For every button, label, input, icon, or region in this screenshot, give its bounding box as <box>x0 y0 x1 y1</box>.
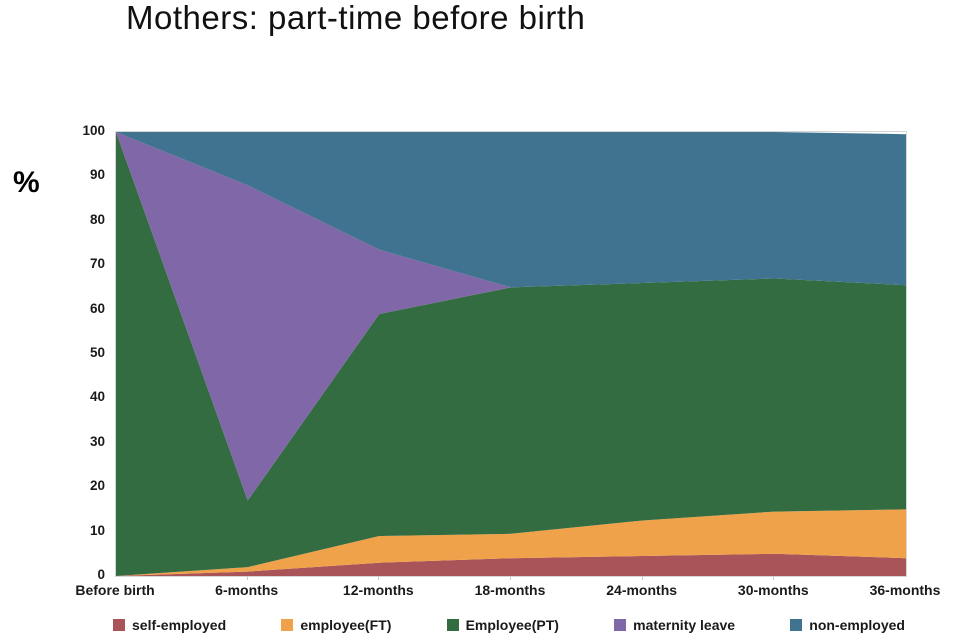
legend-label: employee(FT) <box>300 617 392 633</box>
legend-swatch-icon <box>614 619 627 631</box>
y-tick-label: 50 <box>89 345 105 360</box>
legend-swatch-icon <box>790 619 803 631</box>
y-tick-label: 70 <box>89 256 105 272</box>
legend-swatch-icon <box>113 619 125 631</box>
y-tick-label: 60 <box>89 300 105 316</box>
area-employee-pt- <box>116 132 906 576</box>
legend-label: non-employed <box>809 617 905 633</box>
x-tick-mark <box>378 576 380 580</box>
stacked-area-chart <box>116 132 906 576</box>
y-tick-label: 100 <box>82 123 105 138</box>
legend-item: Employee(PT) <box>446 617 559 633</box>
legend-label: maternity leave <box>633 617 736 633</box>
plot-area <box>115 131 907 577</box>
legend-swatch-icon <box>281 619 294 631</box>
y-tick-label: 90 <box>89 167 105 183</box>
legend-label: Employee(PT) <box>465 617 559 633</box>
area-maternity-leave <box>116 132 906 501</box>
x-tick-label: 30-months <box>737 582 809 598</box>
legend-item: maternity leave <box>614 617 735 633</box>
area-self-employed <box>116 553 906 576</box>
y-tick-label: 80 <box>89 211 105 227</box>
x-tick-label: 24-months <box>606 582 678 598</box>
x-tick-label: Before birth <box>75 582 155 598</box>
y-tick-label: 20 <box>89 478 105 494</box>
chart-title: Mothers: part-time before birth <box>126 0 586 36</box>
legend-label: self-employed <box>132 617 227 633</box>
x-tick-label: 12-months <box>342 582 414 598</box>
x-tick-mark <box>641 576 643 580</box>
x-tick-label: 6-months <box>215 582 279 598</box>
x-tick-label: 36-months <box>869 582 941 598</box>
x-tick-mark <box>773 576 775 580</box>
y-tick-label: 10 <box>89 522 105 538</box>
y-tick-label: 30 <box>89 433 105 449</box>
x-tick-mark <box>510 576 511 580</box>
y-tick-label: 40 <box>89 389 105 405</box>
x-tick-mark <box>246 576 248 580</box>
area-non-employed <box>116 132 906 288</box>
legend: self-employed employee(FT) Employee(PT) mat… <box>113 617 905 633</box>
y-axis-unit-label: % <box>13 166 40 199</box>
legend-item: non-employed <box>790 617 905 633</box>
x-tick-label: 18-months <box>474 582 546 598</box>
area-employee-ft- <box>116 509 906 576</box>
legend-item: self-employed <box>113 617 226 633</box>
legend-item: employee(FT) <box>281 617 391 633</box>
legend-swatch-icon <box>446 619 459 631</box>
y-tick-label: 0 <box>97 567 105 582</box>
